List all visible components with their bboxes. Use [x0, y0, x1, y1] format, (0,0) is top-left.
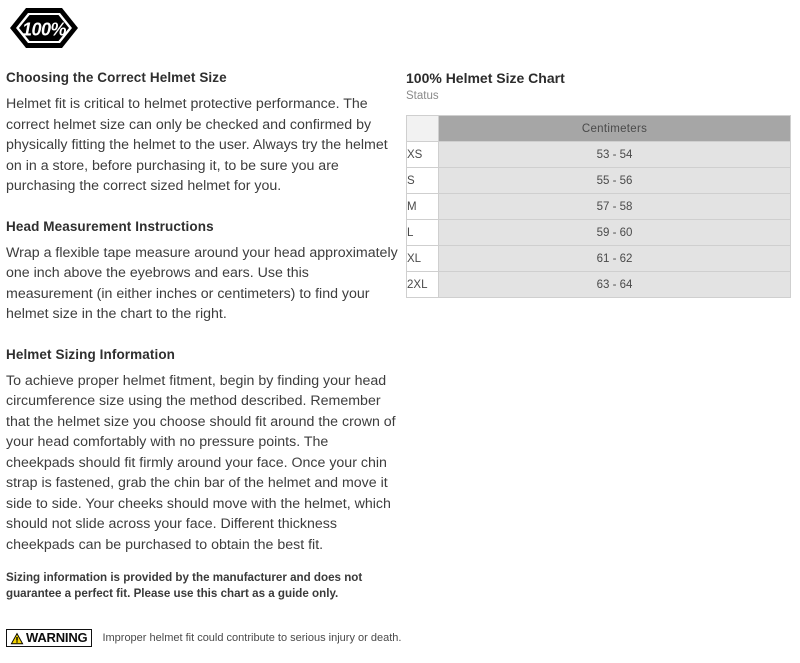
section-heading-choosing-size: Choosing the Correct Helmet Size: [6, 70, 227, 85]
size-label-2xl: 2XL: [406, 271, 439, 298]
size-value-l: 59 - 60: [438, 219, 791, 246]
warning-triangle-icon: [10, 632, 24, 644]
section-body-choosing-size: Helmet fit is critical to helmet protect…: [6, 96, 388, 194]
logo-wordmark: 100%: [22, 20, 67, 40]
table-row: XS 53 - 54: [406, 141, 791, 168]
size-label-xs: XS: [406, 141, 439, 168]
section-body-head-measurement: Wrap a flexible tape measure around your…: [6, 244, 398, 323]
100-percent-logo: 100%: [8, 6, 80, 50]
right-content-column: 100% Helmet Size Chart Status Centimeter…: [406, 70, 794, 298]
warning-badge: WARNING: [6, 629, 93, 647]
size-label-l: L: [406, 219, 439, 246]
warning-label: WARNING: [26, 630, 88, 645]
size-chart-title: 100% Helmet Size Chart: [406, 70, 565, 86]
size-value-m: 57 - 58: [438, 193, 791, 220]
table-corner-cell: [406, 115, 439, 142]
section-heading-helmet-sizing: Helmet Sizing Information: [6, 346, 176, 362]
size-value-s: 55 - 56: [438, 167, 791, 194]
section-body-helmet-sizing: To achieve proper helmet fitment, begin …: [6, 372, 396, 553]
warning-message: Improper helmet fit could contribute to …: [102, 632, 402, 644]
section-heading-head-measurement: Head Measurement Instructions: [6, 218, 214, 234]
table-row: L 59 - 60: [406, 219, 791, 246]
left-content-column: Choosing the Correct Helmet Size Helmet …: [6, 70, 398, 555]
table-row: M 57 - 58: [406, 193, 791, 220]
warning-row: WARNING Improper helmet fit could contri…: [6, 629, 401, 647]
sizing-disclaimer: Sizing information is provided by the ma…: [6, 571, 363, 600]
table-header-centimeters: Centimeters: [438, 115, 791, 142]
table-body: XS 53 - 54 S 55 - 56 M 57 - 58 L 59 - 60…: [406, 141, 791, 298]
table-row: 2XL 63 - 64: [406, 271, 791, 298]
table-row: XL 61 - 62: [406, 245, 791, 272]
size-value-xs: 53 - 54: [438, 141, 791, 168]
table-row: S 55 - 56: [406, 167, 791, 194]
size-label-s: S: [406, 167, 439, 194]
size-value-xl: 61 - 62: [438, 245, 791, 272]
table-header-row: Centimeters: [406, 115, 791, 142]
size-label-m: M: [406, 193, 439, 220]
helmet-size-table: Centimeters XS 53 - 54 S 55 - 56 M 57 - …: [406, 115, 791, 298]
size-chart-status: Status: [406, 90, 439, 102]
size-value-2xl: 63 - 64: [438, 271, 791, 298]
size-label-xl: XL: [406, 245, 439, 272]
